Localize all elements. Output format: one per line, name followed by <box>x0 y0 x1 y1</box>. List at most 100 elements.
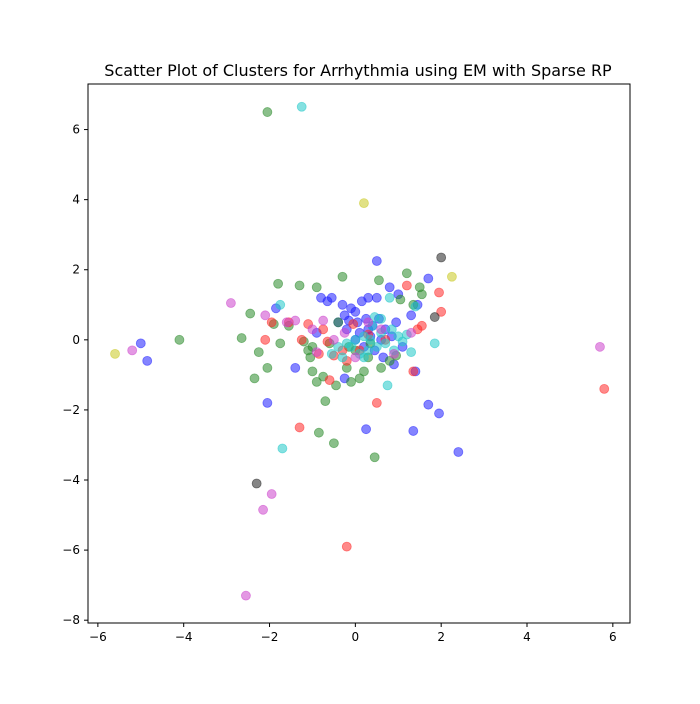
data-point-series-2-23 <box>434 287 444 298</box>
data-point-series-3-18 <box>386 324 397 335</box>
chart-title: Scatter Plot of Clusters for Arrhythmia … <box>104 61 612 80</box>
data-point-series-0-8 <box>326 292 337 303</box>
data-point-series-1-15 <box>307 366 318 377</box>
data-point-series-4-13 <box>376 324 387 335</box>
x-tick-label: −6 <box>89 630 107 644</box>
data-point-series-0-2 <box>262 398 273 408</box>
data-point-series-3-24 <box>410 301 421 312</box>
data-point-series-0-25 <box>371 256 382 266</box>
data-point-series-5-0 <box>110 348 120 359</box>
data-point-series-1-9 <box>275 338 286 349</box>
data-point-series-1-29 <box>354 373 365 384</box>
data-point-series-4-9 <box>328 334 339 345</box>
data-point-series-2-17 <box>371 398 382 408</box>
data-point-series-1-32 <box>369 452 380 463</box>
y-tick-label: −4 <box>62 473 80 487</box>
data-point-series-4-6 <box>290 315 301 326</box>
data-point-series-4-17 <box>281 317 292 328</box>
x-tick-label: −4 <box>175 630 193 644</box>
data-point-series-3-4 <box>333 341 344 352</box>
data-point-series-3-7 <box>346 341 356 352</box>
data-point-series-2-3 <box>294 422 305 433</box>
data-point-series-0-30 <box>384 282 395 293</box>
data-point-series-0-43 <box>408 426 419 436</box>
x-tick-label: 0 <box>352 630 360 644</box>
data-point-series-3-27 <box>359 352 369 363</box>
data-point-series-4-16 <box>595 341 605 352</box>
data-point-series-2-22 <box>416 320 427 331</box>
data-point-series-1-30 <box>359 366 369 377</box>
data-point-series-1-14 <box>305 352 316 363</box>
y-tick-label: −2 <box>62 403 80 417</box>
data-point-series-2-25 <box>599 383 610 394</box>
data-point-series-3-8 <box>350 334 361 345</box>
data-point-series-1-3 <box>249 373 260 384</box>
data-point-series-3-13 <box>371 341 382 352</box>
data-point-series-4-11 <box>350 352 361 363</box>
data-point-series-3-2 <box>296 101 307 112</box>
y-tick-label: 0 <box>72 333 80 347</box>
data-point-series-0-0 <box>135 338 146 349</box>
data-point-series-0-33 <box>391 317 402 328</box>
data-point-series-0-44 <box>361 424 371 435</box>
data-point-series-3-21 <box>397 336 408 347</box>
data-point-series-0-14 <box>350 306 361 317</box>
x-axis: −6 −4 −2 0 2 4 6 <box>89 623 617 644</box>
data-point-series-1-0 <box>174 334 185 345</box>
data-point-series-4-12 <box>363 317 374 328</box>
y-tick-label: 4 <box>72 193 80 207</box>
y-axis: −8 −6 −4 −2 0 2 4 6 <box>62 123 88 627</box>
data-point-series-4-18 <box>311 347 322 358</box>
data-point-series-1-33 <box>374 275 384 286</box>
data-point-series-6-2 <box>429 312 440 322</box>
y-tick-label: 6 <box>72 123 80 137</box>
data-point-series-2-1 <box>266 317 277 328</box>
data-point-series-2-20 <box>408 366 419 377</box>
data-point-series-1-8 <box>273 278 284 289</box>
data-point-series-0-41 <box>434 408 444 419</box>
data-point-series-1-11 <box>294 280 305 291</box>
plot-frame <box>87 83 631 624</box>
data-point-series-0-36 <box>406 310 417 321</box>
data-point-series-1-5 <box>262 362 273 373</box>
data-point-series-1-34 <box>376 362 387 373</box>
data-point-series-0-24 <box>371 292 382 303</box>
data-point-series-1-35 <box>384 355 395 366</box>
data-point-series-3-16 <box>382 380 393 391</box>
data-point-series-4-1 <box>225 298 236 308</box>
data-point-series-1-18 <box>313 427 324 438</box>
data-point-series-0-39 <box>423 273 434 284</box>
data-point-series-1-25 <box>337 271 348 282</box>
y-tick-label: −6 <box>62 543 80 557</box>
data-point-series-4-15 <box>406 327 417 338</box>
data-point-series-1-23 <box>331 380 341 391</box>
x-tick-label: 6 <box>609 630 617 644</box>
data-point-series-1-37 <box>395 294 406 305</box>
x-tick-label: 4 <box>523 630 531 644</box>
data-point-series-2-4 <box>296 334 307 345</box>
data-point-series-4-10 <box>339 327 350 338</box>
data-point-series-4-3 <box>241 590 251 601</box>
data-point-series-2-19 <box>401 280 412 291</box>
data-point-series-0-40 <box>423 399 434 410</box>
data-point-series-0-42 <box>453 447 464 457</box>
data-point-series-4-2 <box>260 310 271 321</box>
data-point-series-4-8 <box>318 315 329 326</box>
data-point-series-2-24 <box>436 306 447 317</box>
data-point-series-1-22 <box>328 438 339 449</box>
points-layer <box>110 101 610 601</box>
data-point-series-2-7 <box>318 324 329 335</box>
y-tick-label: 2 <box>72 263 80 277</box>
data-point-series-3-29 <box>365 334 376 345</box>
data-point-series-1-4 <box>253 347 264 358</box>
data-point-series-5-1 <box>359 198 369 209</box>
data-point-series-1-41 <box>416 289 427 300</box>
data-point-series-1-2 <box>245 308 256 319</box>
data-point-series-1-16 <box>311 376 322 387</box>
data-point-series-4-5 <box>266 489 277 499</box>
data-point-series-4-7 <box>307 324 318 335</box>
data-point-series-6-1 <box>436 252 447 263</box>
data-point-series-3-15 <box>380 338 391 349</box>
data-point-series-5-2 <box>447 271 457 282</box>
